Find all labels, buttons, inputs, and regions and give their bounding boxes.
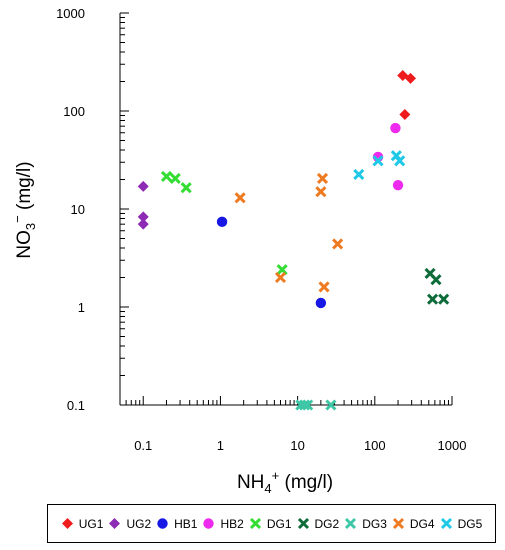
data-marks bbox=[137, 70, 450, 411]
legend-marker-icon bbox=[157, 518, 168, 529]
data-point bbox=[274, 271, 287, 284]
legend-item-ug1: UG1 bbox=[61, 516, 104, 531]
legend-item-dg1: DG1 bbox=[249, 517, 292, 531]
axes: 0.1 1 10 100 1000 0.1 1 10 100 1000 bbox=[56, 6, 466, 453]
legend-item-ug2: UG2 bbox=[108, 517, 151, 531]
legend-marker bbox=[157, 518, 168, 529]
legend-marker bbox=[61, 518, 73, 529]
data-point bbox=[394, 155, 406, 167]
y-tick-label: 1000 bbox=[56, 6, 85, 21]
x-axis-title-subscript: 4 bbox=[264, 481, 271, 496]
legend-marker bbox=[297, 517, 309, 530]
y-tick-label: 0.1 bbox=[67, 398, 85, 413]
y-axis-title-main: NO bbox=[14, 230, 35, 259]
y-axis-title-subscript: 3 bbox=[23, 223, 38, 230]
legend-label: DG1 bbox=[266, 516, 292, 531]
legend-item-dg2: DG2 bbox=[297, 516, 340, 531]
legend-marker bbox=[392, 517, 404, 530]
x-tick-label: 0.1 bbox=[134, 438, 152, 453]
legend-label: UG2 bbox=[126, 516, 152, 531]
data-point bbox=[137, 211, 149, 223]
legend-marker-icon bbox=[249, 517, 261, 530]
legend-marker-icon bbox=[297, 517, 309, 530]
legend: UG1 UG2 HB1 HB2 DG1 DG2 DG3 DG4 DG5 bbox=[47, 504, 496, 543]
data-point bbox=[392, 179, 404, 191]
legend-item-hb1: HB1 bbox=[156, 517, 197, 531]
series-ug1 bbox=[397, 70, 417, 121]
data-point bbox=[353, 168, 365, 181]
legend-marker-icon bbox=[440, 517, 452, 530]
series-dg2 bbox=[424, 267, 450, 305]
data-point bbox=[302, 399, 314, 411]
legend-marker bbox=[203, 518, 215, 529]
data-point bbox=[316, 172, 329, 185]
data-point bbox=[390, 122, 401, 134]
data-point bbox=[298, 399, 311, 411]
data-point bbox=[318, 281, 330, 293]
legend-item-dg5: DG5 bbox=[440, 516, 483, 531]
data-point bbox=[180, 182, 192, 194]
x-tick-label: 100 bbox=[364, 438, 386, 453]
y-axis-title-rest: (mg/l) bbox=[14, 161, 35, 215]
data-point bbox=[372, 155, 384, 167]
legend-marker bbox=[440, 517, 452, 530]
legend-item-dg4: DG4 bbox=[392, 517, 435, 531]
legend-marker-icon bbox=[392, 517, 404, 530]
data-point bbox=[405, 72, 417, 84]
y-tick-label: 100 bbox=[63, 104, 85, 119]
legend-label: HB2 bbox=[220, 516, 244, 531]
x-axis-title-main: NH bbox=[237, 472, 264, 493]
data-point bbox=[399, 109, 411, 121]
y-axis-title-superscript: − bbox=[10, 215, 25, 223]
legend-label: DG2 bbox=[314, 516, 340, 531]
scatter-chart: 0.1 1 10 100 1000 0.1 1 10 100 1000 NH4+ (mg/l) N… bbox=[10, 6, 466, 496]
data-point bbox=[427, 293, 439, 305]
legend-item-dg3: DG3 bbox=[344, 517, 387, 531]
data-point bbox=[234, 192, 246, 204]
data-point bbox=[315, 186, 327, 198]
series-dg5 bbox=[353, 150, 406, 181]
series-dg3 bbox=[295, 399, 337, 411]
data-point bbox=[332, 238, 344, 250]
x-axis-title: NH4+ (mg/l) bbox=[237, 468, 333, 496]
series-ug2 bbox=[137, 180, 149, 230]
y-axis-title: NO3− (mg/l) bbox=[10, 161, 38, 258]
series-dg1 bbox=[160, 170, 288, 276]
data-point bbox=[276, 264, 288, 276]
legend-marker-icon bbox=[203, 518, 215, 529]
legend-marker bbox=[345, 517, 357, 530]
legend-marker-icon bbox=[345, 517, 357, 530]
data-point bbox=[325, 399, 337, 411]
legend-label: UG1 bbox=[78, 516, 104, 531]
data-point bbox=[430, 274, 442, 286]
data-point bbox=[169, 172, 181, 185]
x-axis-title-superscript: + bbox=[272, 468, 280, 483]
legend-item-hb2: HB2 bbox=[202, 516, 244, 531]
x-tick-label: 1000 bbox=[438, 438, 467, 453]
legend-marker bbox=[249, 517, 261, 530]
legend-label: DG5 bbox=[457, 516, 483, 531]
x-tick-label: 1 bbox=[217, 438, 224, 453]
data-point bbox=[137, 180, 149, 192]
data-point bbox=[438, 293, 450, 305]
y-tick-label: 10 bbox=[71, 202, 85, 217]
data-point bbox=[216, 216, 228, 228]
data-point bbox=[160, 170, 173, 182]
legend-label: DG3 bbox=[362, 516, 387, 531]
legend-marker bbox=[109, 518, 121, 529]
y-tick-label: 1 bbox=[78, 300, 85, 315]
series-dg4 bbox=[234, 172, 344, 293]
legend-label: DG4 bbox=[409, 516, 435, 531]
data-point bbox=[315, 297, 327, 309]
legend-label: HB1 bbox=[174, 516, 198, 531]
x-axis-title-rest: (mg/l) bbox=[279, 472, 333, 493]
legend-marker-icon bbox=[109, 518, 121, 529]
series-hb1 bbox=[216, 216, 327, 309]
x-tick-label: 10 bbox=[290, 438, 304, 453]
legend-marker-icon bbox=[61, 518, 73, 529]
data-point bbox=[137, 218, 149, 230]
